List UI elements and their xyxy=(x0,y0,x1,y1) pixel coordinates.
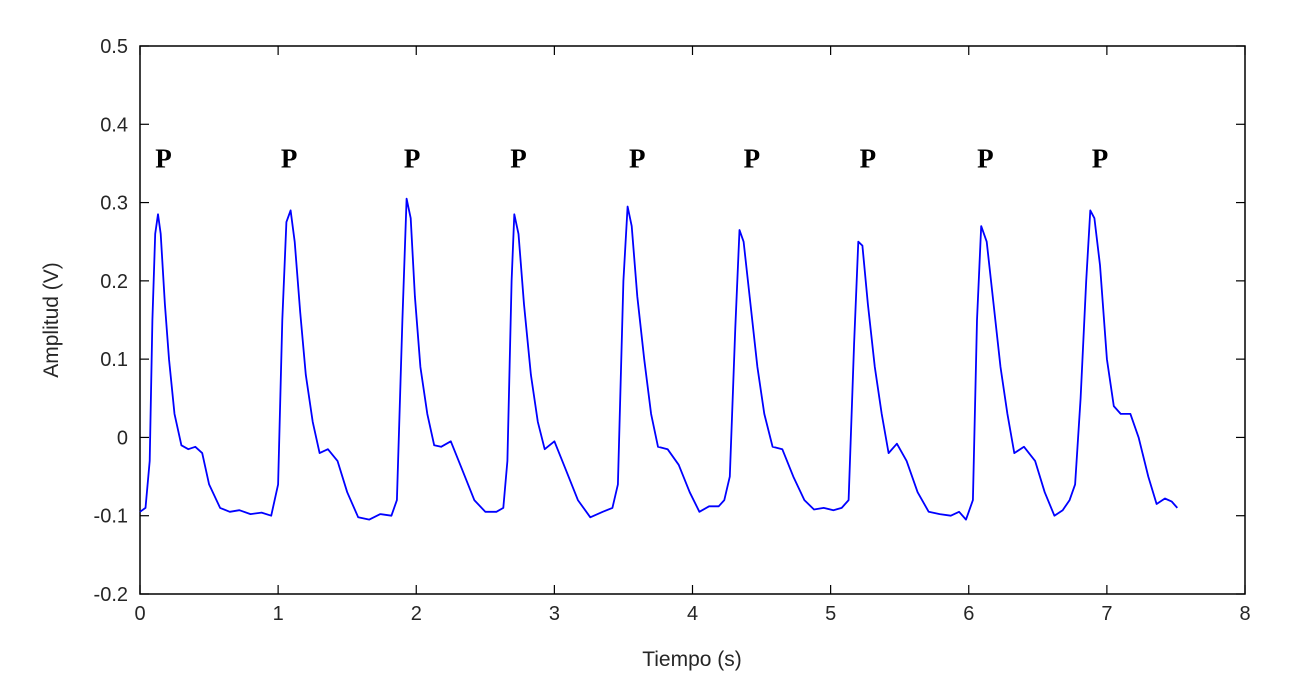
y-tick-label: -0.2 xyxy=(94,584,128,606)
x-tick-label: 0 xyxy=(134,603,145,625)
y-tick-label: -0.1 xyxy=(94,506,128,528)
y-axis-tick-labels: -0.2 -0.1 0 0.1 0.2 0.3 0.4 0.5 xyxy=(94,36,128,606)
peak-label-p: P xyxy=(1092,143,1109,173)
peak-label-p: P xyxy=(744,143,761,173)
x-tick-label: 3 xyxy=(549,603,560,625)
peak-label-p: P xyxy=(155,143,172,173)
peak-label-p: P xyxy=(510,143,527,173)
x-tick-label: 1 xyxy=(273,603,284,625)
peak-label-p: P xyxy=(404,143,421,173)
y-tick-label: 0.5 xyxy=(100,36,128,58)
x-tick-label: 5 xyxy=(825,603,836,625)
series-line-0 xyxy=(139,197,1178,521)
peak-label-p: P xyxy=(281,143,298,173)
peak-label-p: P xyxy=(629,143,646,173)
x-tick-label: 8 xyxy=(1239,603,1250,625)
x-tick-label: 2 xyxy=(411,603,422,625)
peak-label-p: P xyxy=(977,143,994,173)
x-axis-ticks xyxy=(139,46,1246,594)
peak-label-p: P xyxy=(860,143,877,173)
x-tick-label: 6 xyxy=(963,603,974,625)
series-group xyxy=(139,197,1178,521)
plot-frame xyxy=(139,45,1246,595)
y-axis-label: Amplitud (V) xyxy=(40,262,63,378)
x-axis-label: Tiempo (s) xyxy=(642,648,742,671)
y-tick-label: 0.1 xyxy=(100,349,128,371)
x-tick-label: 4 xyxy=(687,603,698,625)
y-tick-label: 0.3 xyxy=(100,193,128,215)
y-tick-label: 0 xyxy=(117,427,128,449)
x-axis-tick-labels: 0 1 2 3 4 5 6 7 8 xyxy=(134,603,1250,625)
y-tick-label: 0.4 xyxy=(100,114,128,136)
y-axis-ticks xyxy=(140,45,1245,595)
x-tick-label: 7 xyxy=(1101,603,1112,625)
y-tick-label: 0.2 xyxy=(100,271,128,293)
